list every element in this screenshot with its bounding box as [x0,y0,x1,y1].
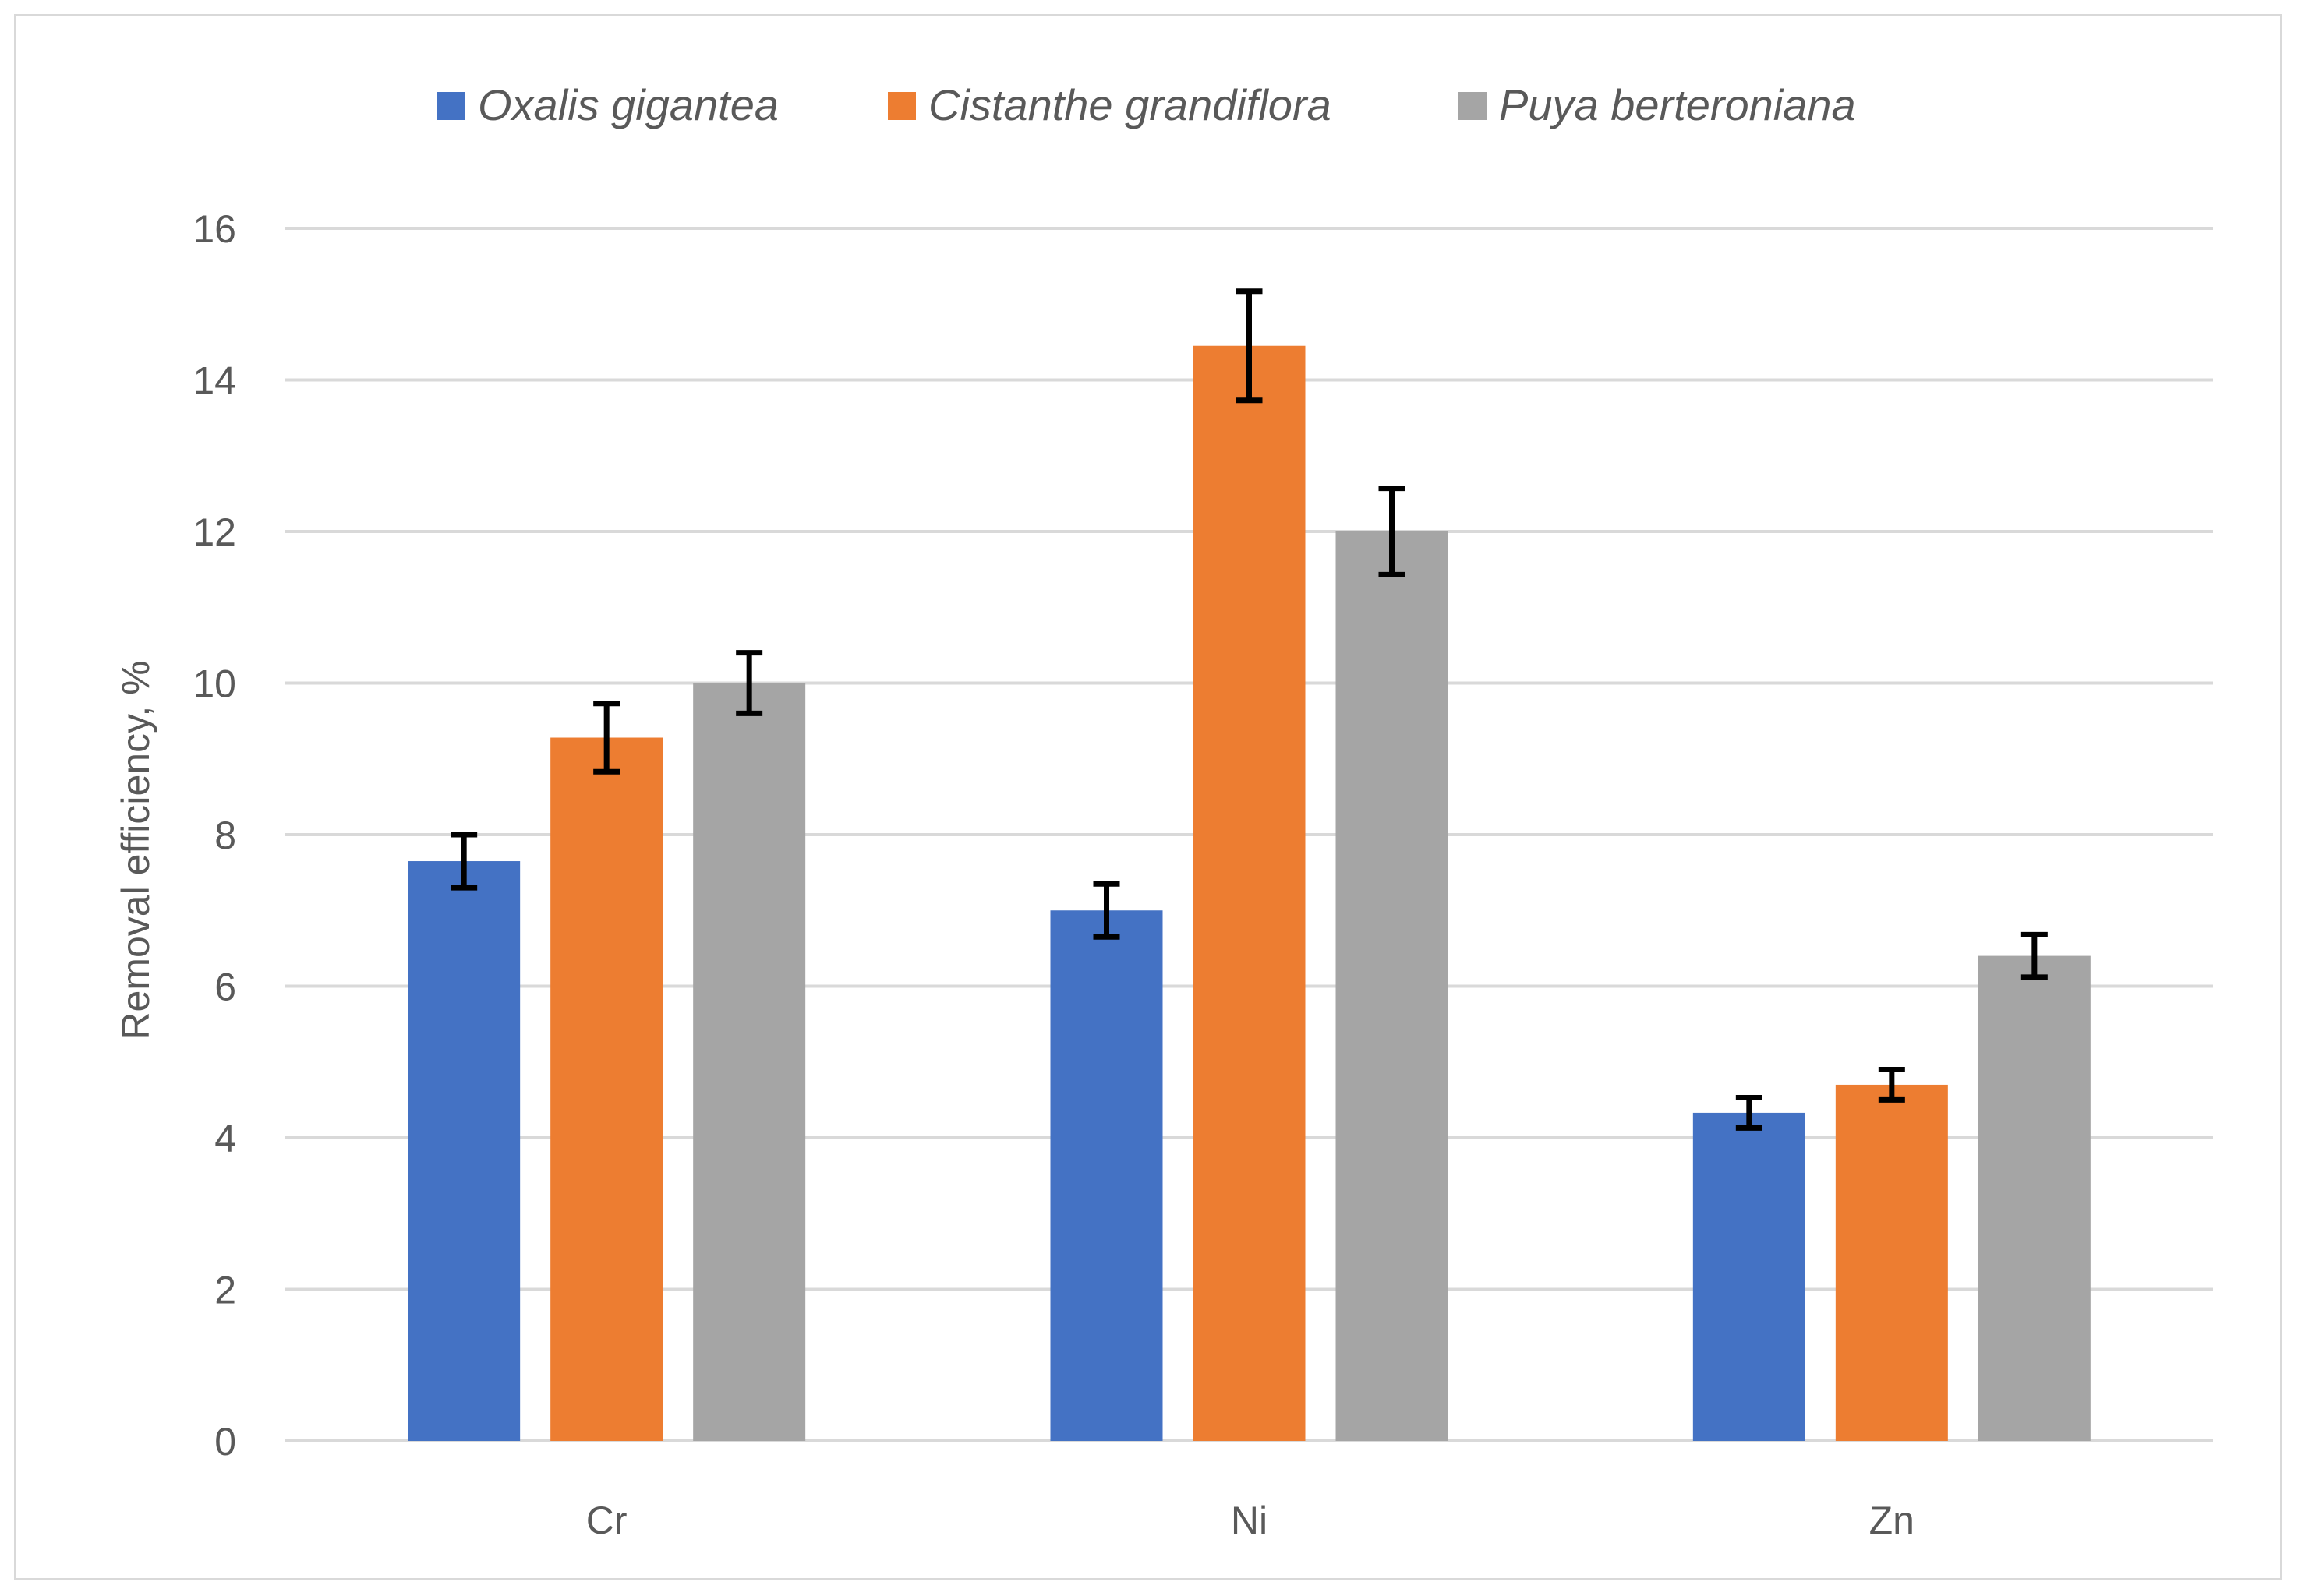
bar-zn-series-1 [1692,1112,1805,1441]
error-bar-ni-series-3 [1378,486,1405,577]
chart-frame: Oxalis gigantea Cistanthe grandiflora Puya… [14,14,2282,1580]
error-bar-zn-series-2 [1878,1066,1905,1103]
y-tick-label: 0 [214,1420,236,1464]
legend-label: Oxalis gigantea [478,80,779,129]
bars [408,345,2091,1441]
error-bar-ni-series-1 [1093,881,1120,940]
error-bar-cr-series-1 [451,832,478,891]
legend-item-1: Oxalis gigantea [437,80,779,129]
y-tick-label: 6 [214,966,236,1009]
error-bar-zn-series-1 [1735,1094,1762,1131]
legend-swatch [437,92,465,120]
error-bar-cr-series-2 [593,701,620,775]
y-tick-label: 2 [214,1269,236,1312]
bar-ni-series-2 [1193,345,1306,1441]
legend-label: Puya berteroniana [1499,80,1856,129]
legend: Oxalis gigantea Cistanthe grandiflora Puya… [437,80,1856,129]
y-tick-label: 14 [193,359,236,403]
bar-cr-series-2 [550,737,663,1441]
y-tick-label: 8 [214,814,236,857]
y-tick-label: 16 [193,207,236,251]
x-tick-label-zn: Zn [1869,1499,1914,1542]
error-bar-cr-series-3 [736,650,763,716]
y-axis-ticks: 0 2 4 6 8 10 12 14 16 [193,207,236,1464]
bar-ni-series-3 [1335,531,1448,1441]
x-tick-label-cr: Cr [586,1499,628,1542]
legend-swatch [888,92,916,120]
y-tick-label: 12 [193,510,236,554]
bar-ni-series-1 [1050,910,1163,1441]
error-bar-zn-series-3 [2020,931,2048,980]
y-axis-title: Removal efficiency, % [114,660,157,1040]
bar-cr-series-1 [408,861,521,1441]
legend-label: Cistanthe grandiflora [928,80,1331,129]
y-tick-label: 10 [193,662,236,706]
legend-item-3: Puya berteroniana [1458,80,1856,129]
legend-swatch [1458,92,1487,120]
error-bar-ni-series-2 [1236,288,1263,404]
bar-zn-series-2 [1835,1084,1948,1441]
y-tick-label: 4 [214,1117,236,1160]
bar-zn-series-3 [1978,955,2091,1441]
legend-item-2: Cistanthe grandiflora [888,80,1331,129]
bar-cr-series-3 [693,683,806,1441]
x-axis-ticks: Cr Ni Zn [586,1499,1914,1542]
error-bars [451,288,2048,1131]
bar-chart: Oxalis gigantea Cistanthe grandiflora Puya… [114,80,2213,1542]
x-tick-label-ni: Ni [1231,1499,1267,1542]
